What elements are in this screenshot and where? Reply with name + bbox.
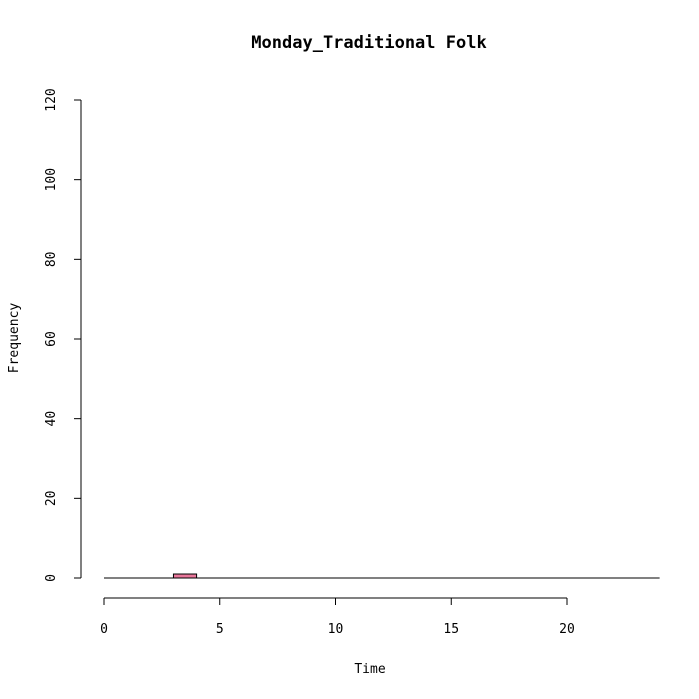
x-tick-label: 0 <box>100 622 108 637</box>
y-tick-label: 20 <box>44 491 59 507</box>
x-tick-label: 5 <box>216 622 224 637</box>
x-tick-label: 15 <box>443 622 459 637</box>
x-tick-label: 20 <box>559 622 575 637</box>
y-tick-label: 100 <box>44 168 59 191</box>
y-tick-label: 80 <box>44 252 59 268</box>
y-tick-label: 0 <box>44 574 59 582</box>
y-axis: 0 20 40 60 80 100 120 <box>44 88 82 582</box>
y-tick-label: 120 <box>44 88 59 111</box>
x-axis: 0 5 10 15 20 <box>100 597 575 637</box>
x-tick-label: 10 <box>328 622 344 637</box>
histogram-bar <box>172 573 198 579</box>
y-axis-label: Frequency <box>7 303 22 374</box>
y-tick-label: 40 <box>44 411 59 427</box>
x-axis-label: Time <box>354 662 385 677</box>
bars-group <box>104 573 660 579</box>
chart-title: Monday_Traditional Folk <box>251 33 486 53</box>
y-tick-label: 60 <box>44 331 59 347</box>
